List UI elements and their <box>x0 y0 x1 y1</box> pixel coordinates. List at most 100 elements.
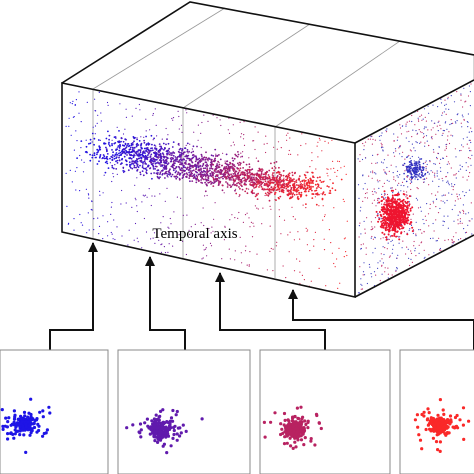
point <box>306 419 310 423</box>
point <box>192 156 195 159</box>
point <box>253 187 256 189</box>
point <box>386 228 389 231</box>
point <box>180 155 182 158</box>
point <box>101 158 103 160</box>
point <box>256 172 259 175</box>
point <box>306 171 309 174</box>
point <box>416 133 418 135</box>
point <box>137 241 139 243</box>
point <box>471 131 473 133</box>
point <box>248 157 250 159</box>
point <box>389 255 391 257</box>
point <box>136 153 138 156</box>
point <box>393 232 396 235</box>
point <box>133 155 135 157</box>
point <box>145 231 148 233</box>
point <box>171 166 174 169</box>
point <box>181 159 183 162</box>
point <box>395 166 397 168</box>
point <box>150 157 153 160</box>
point <box>216 164 219 167</box>
point <box>202 178 205 181</box>
point <box>266 194 268 196</box>
point <box>287 419 291 423</box>
point <box>277 141 280 143</box>
point <box>139 435 143 439</box>
point <box>209 158 211 161</box>
point <box>163 155 165 157</box>
point <box>44 431 48 435</box>
point <box>157 418 161 422</box>
point <box>397 136 399 138</box>
point <box>425 169 427 171</box>
point <box>273 172 275 174</box>
point <box>413 160 415 162</box>
point <box>467 113 469 115</box>
point <box>454 204 456 206</box>
point <box>361 284 363 286</box>
point <box>90 208 92 211</box>
point <box>129 166 132 169</box>
point <box>275 189 278 192</box>
point <box>463 212 465 214</box>
point <box>453 220 455 222</box>
point <box>114 164 116 166</box>
point <box>160 423 164 427</box>
point <box>154 429 158 433</box>
point <box>299 183 302 186</box>
point <box>399 153 401 155</box>
point <box>395 235 398 238</box>
point <box>278 209 280 211</box>
point <box>445 146 447 148</box>
point <box>382 226 385 229</box>
point <box>175 409 179 414</box>
point <box>1 427 5 431</box>
point <box>394 194 396 197</box>
point <box>245 180 247 183</box>
point <box>135 145 138 148</box>
point <box>233 168 236 171</box>
point <box>228 248 230 250</box>
point <box>440 102 443 104</box>
point <box>409 157 411 159</box>
point <box>147 148 150 151</box>
point <box>224 175 227 178</box>
point <box>177 165 180 168</box>
point <box>138 157 141 160</box>
point <box>226 186 229 188</box>
point <box>447 215 449 217</box>
point <box>460 99 462 101</box>
point <box>435 206 437 208</box>
point <box>313 239 315 241</box>
point <box>383 233 386 236</box>
point <box>227 167 230 169</box>
point <box>388 256 391 258</box>
point <box>260 180 262 183</box>
point <box>205 247 207 249</box>
point <box>454 174 456 176</box>
point <box>174 158 177 161</box>
point <box>106 158 108 160</box>
point <box>372 154 374 156</box>
point <box>65 172 67 174</box>
point <box>275 179 277 182</box>
point <box>305 194 308 197</box>
point <box>191 180 194 183</box>
point <box>250 221 252 223</box>
point <box>214 148 217 151</box>
point <box>73 116 75 118</box>
point <box>445 108 447 110</box>
point <box>231 165 233 168</box>
point <box>165 451 169 455</box>
point <box>357 184 360 186</box>
point <box>291 195 294 198</box>
point <box>210 183 212 185</box>
point <box>340 178 343 181</box>
point <box>224 167 227 170</box>
point <box>209 169 211 172</box>
point <box>409 209 412 212</box>
point <box>278 215 281 218</box>
point <box>410 224 413 226</box>
point <box>293 184 296 187</box>
point <box>125 138 127 141</box>
